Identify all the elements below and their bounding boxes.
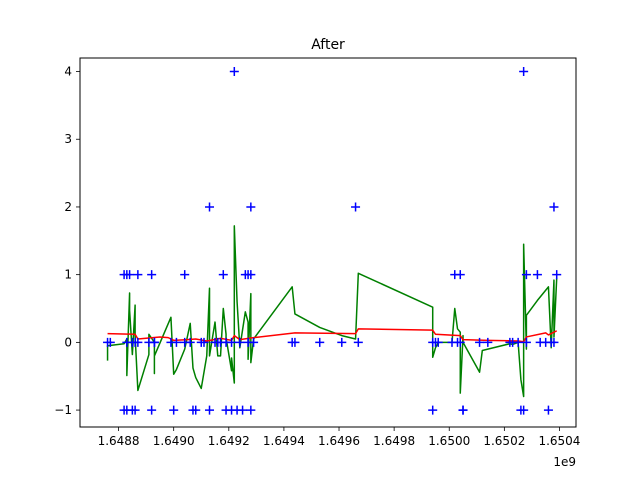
x-tick-label: 1.6502 <box>483 434 525 448</box>
x-tick-label: 1.6494 <box>263 434 305 448</box>
axes-frame <box>79 57 577 428</box>
data-point <box>532 270 542 280</box>
plot-area <box>79 57 577 428</box>
data-point <box>475 337 485 347</box>
data-point <box>337 337 347 347</box>
data-point <box>130 337 140 347</box>
x-tick-label: 1.6488 <box>98 434 140 448</box>
series-markers-0 <box>103 67 562 415</box>
x-axis: 1.6488 1.6490 1.6492 1.6494 1.6496 1.6498 1.65… <box>98 427 580 448</box>
data-point <box>351 202 361 212</box>
data-point <box>105 337 115 347</box>
y-tick-label: 4 <box>64 65 72 79</box>
data-point <box>315 337 325 347</box>
data-point <box>549 202 559 212</box>
x-tick-label: 1.6490 <box>153 434 195 448</box>
data-point <box>149 337 159 347</box>
series-layer <box>103 67 562 415</box>
data-point <box>125 270 135 280</box>
data-point <box>543 405 553 415</box>
data-point <box>521 337 531 347</box>
data-point <box>290 337 300 347</box>
data-point <box>428 405 438 415</box>
data-point <box>169 405 179 415</box>
chart-title: After <box>311 37 345 53</box>
y-tick-label: −1 <box>54 403 72 417</box>
data-point <box>519 405 529 415</box>
data-point <box>521 270 531 280</box>
data-point <box>455 270 465 280</box>
data-point <box>147 405 157 415</box>
data-point <box>133 270 143 280</box>
y-tick-label: 0 <box>64 335 72 349</box>
y-axis: −1 0 1 2 3 4 <box>54 65 80 417</box>
data-point <box>171 337 181 347</box>
data-point <box>519 67 529 77</box>
data-point <box>147 270 157 280</box>
data-point <box>218 270 228 280</box>
x-tick-label: 1.6500 <box>428 434 470 448</box>
data-point <box>483 337 493 347</box>
data-point <box>246 405 256 415</box>
y-tick-label: 2 <box>64 200 72 214</box>
x-tick-label: 1.6498 <box>373 434 415 448</box>
x-tick-label: 1.6496 <box>318 434 360 448</box>
data-point <box>180 270 190 280</box>
data-point <box>185 337 195 347</box>
data-point <box>191 405 201 415</box>
y-tick-label: 1 <box>64 268 72 282</box>
data-point <box>458 405 468 415</box>
data-point <box>246 202 256 212</box>
data-point <box>238 405 248 415</box>
data-point <box>205 202 215 212</box>
data-point <box>205 405 215 415</box>
data-point <box>246 270 256 280</box>
data-point <box>552 270 562 280</box>
x-tick-label: 1.6504 <box>538 434 580 448</box>
data-point <box>455 337 465 347</box>
data-point <box>353 337 363 347</box>
y-tick-label: 3 <box>64 132 72 146</box>
data-point <box>199 337 209 347</box>
data-point <box>433 337 443 347</box>
data-point <box>235 337 245 347</box>
data-point <box>513 337 523 347</box>
x-tick-label: 1.6492 <box>208 434 250 448</box>
data-point <box>249 337 259 347</box>
data-point <box>227 337 237 347</box>
data-point <box>229 67 239 77</box>
data-point <box>549 337 559 347</box>
data-point <box>130 405 140 415</box>
x-offset-label: 1e9 <box>553 455 576 469</box>
